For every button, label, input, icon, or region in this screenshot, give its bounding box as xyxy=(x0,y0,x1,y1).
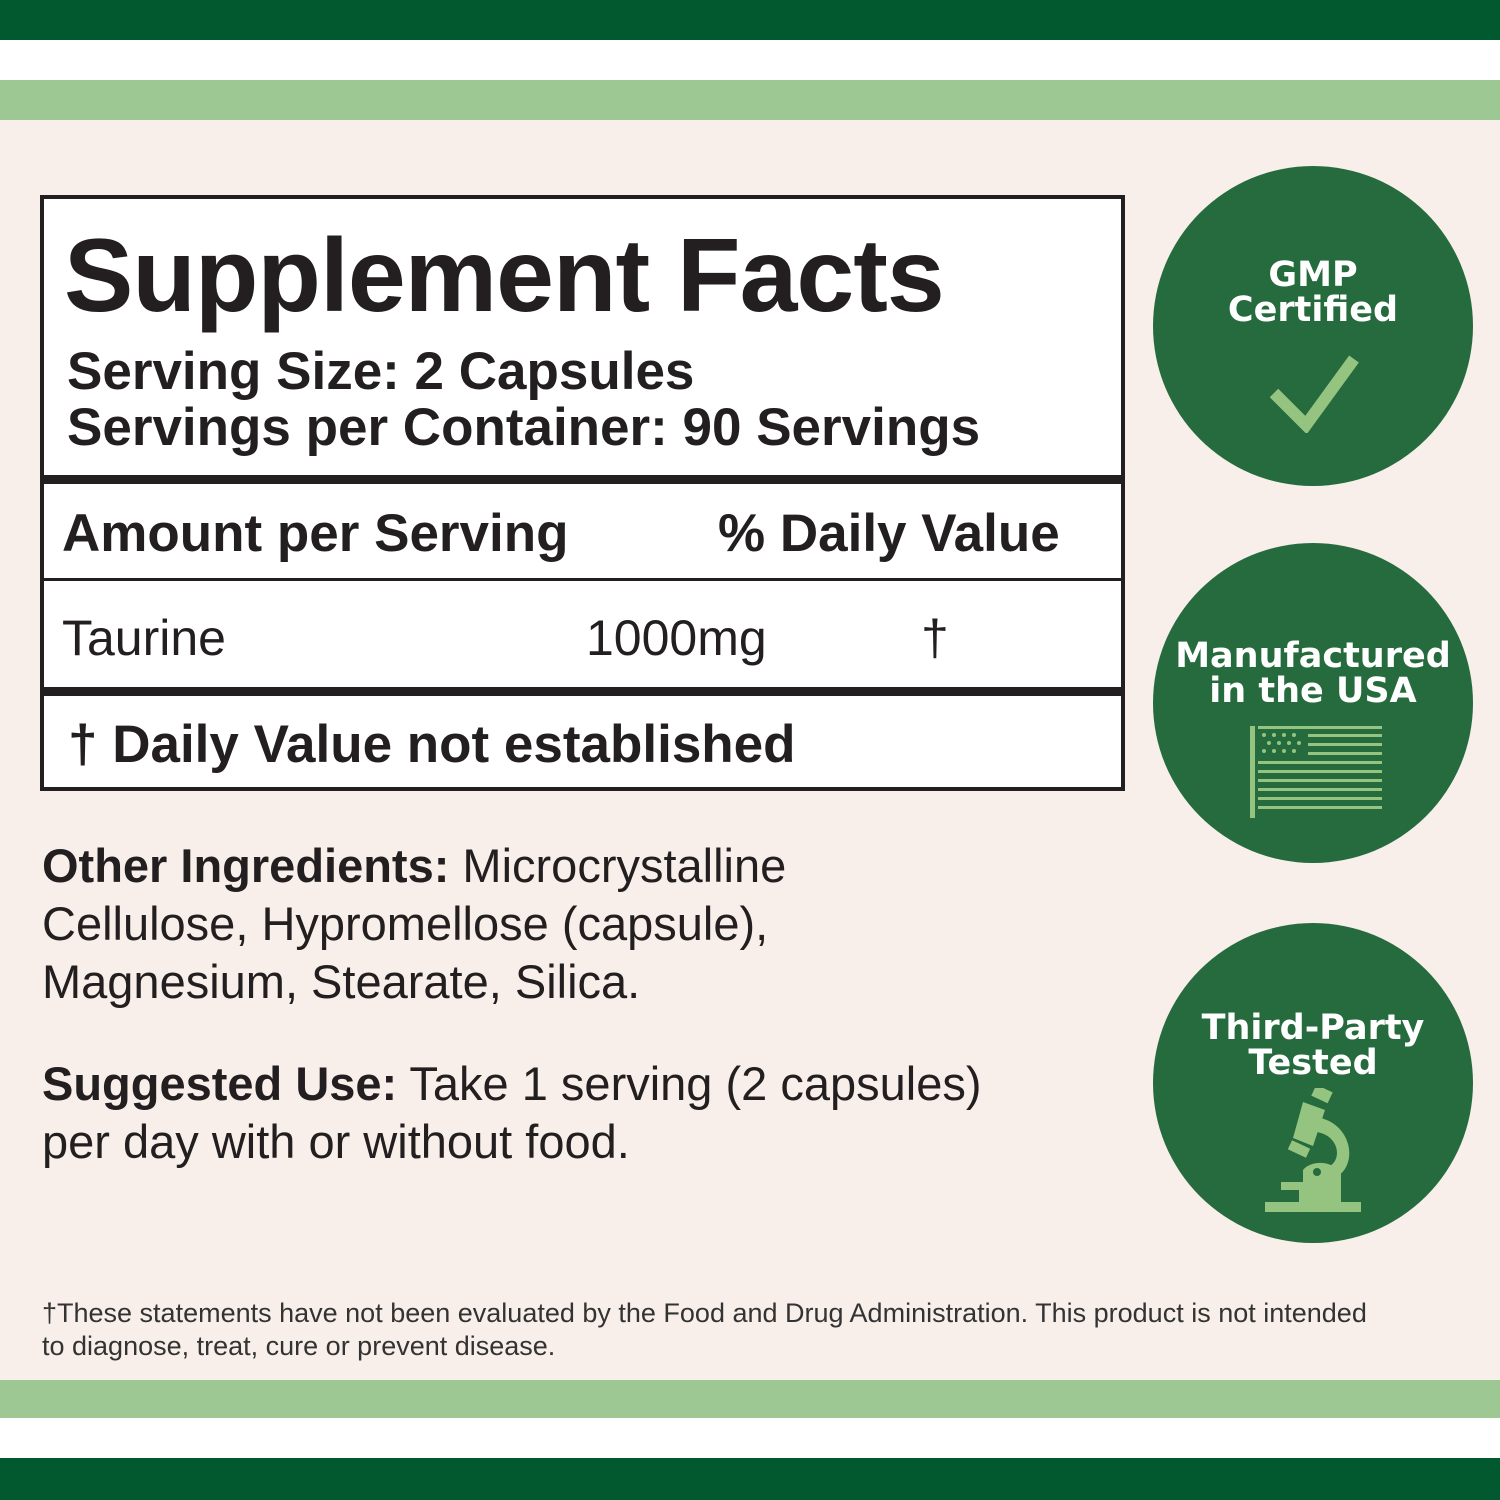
microscope-icon xyxy=(1265,1088,1361,1212)
fda-disclaimer: †These statements have not been evaluate… xyxy=(42,1298,1367,1361)
divider xyxy=(44,578,1121,581)
third-party-tested-badge: Third-Party Tested xyxy=(1153,923,1473,1243)
divider-thick xyxy=(44,475,1121,484)
badge-line2: Tested xyxy=(1248,1043,1378,1083)
bottom-light-band xyxy=(0,1380,1500,1418)
facts-title: Supplement Facts xyxy=(64,218,945,334)
bottom-white-band xyxy=(0,1418,1500,1458)
other-ingredients-label: Other Ingredients: xyxy=(42,839,450,892)
suggested-use-text: Take 1 serving (2 capsules) per day with… xyxy=(42,1057,982,1168)
made-in-usa-badge: Manufactured in the USA xyxy=(1153,543,1473,863)
suggested-use: Suggested Use: Take 1 serving (2 capsule… xyxy=(42,1055,1022,1171)
top-white-band xyxy=(0,40,1500,80)
us-flag-icon xyxy=(1250,726,1382,818)
other-ingredients-text: Microcrystalline Cellulose, Hypromellose… xyxy=(42,839,787,1008)
checkmark-icon xyxy=(1269,355,1359,433)
ingredient-dv: † xyxy=(921,610,949,666)
badge-line1: GMP xyxy=(1268,255,1358,295)
supplement-facts-panel: Supplement Facts Serving Size: 2 Capsule… xyxy=(40,195,1125,791)
daily-value-header: % Daily Value xyxy=(718,504,1060,563)
ingredient-name: Taurine xyxy=(62,610,226,666)
suggested-use-label: Suggested Use: xyxy=(42,1057,398,1110)
badge-line2: in the USA xyxy=(1209,671,1417,711)
badge-line1: Third-Party xyxy=(1201,1008,1425,1048)
badge-line1: Manufactured xyxy=(1175,636,1451,676)
top-light-band xyxy=(0,80,1500,120)
top-dark-band xyxy=(0,0,1500,40)
other-ingredients: Other Ingredients: Microcrystalline Cell… xyxy=(42,837,942,1011)
ingredient-amount: 1000mg xyxy=(586,610,767,666)
serving-size: Serving Size: 2 Capsules xyxy=(67,342,695,401)
badge-line2: Certified xyxy=(1227,290,1399,330)
bottom-dark-band xyxy=(0,1458,1500,1500)
dv-footnote: † Daily Value not established xyxy=(68,715,796,774)
servings-per-container: Servings per Container: 90 Servings xyxy=(67,398,981,457)
gmp-certified-badge: GMP Certified xyxy=(1153,166,1473,486)
amount-header: Amount per Serving xyxy=(62,504,569,563)
divider-thick xyxy=(44,687,1121,696)
